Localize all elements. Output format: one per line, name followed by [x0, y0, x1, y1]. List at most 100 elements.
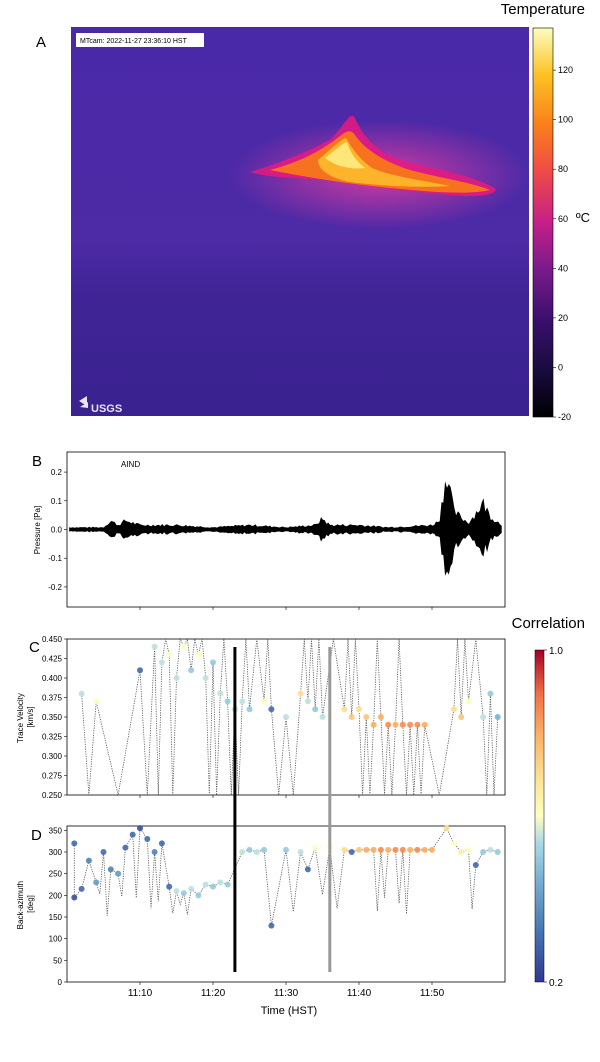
velocity-point: [78, 690, 85, 697]
camera-timestamp-label: MTcam: 2022-11-27 23:36:10 HST: [80, 38, 188, 45]
backazimuth-point: [348, 849, 355, 855]
velocity-point: [180, 643, 187, 650]
velocity-point: [224, 698, 231, 705]
velocity-point: [166, 651, 173, 658]
velocity-ytick-label: 0.350: [42, 713, 63, 722]
backazimuth-point: [137, 825, 143, 832]
backazimuth-point: [458, 849, 465, 855]
temperature-tick-label: 80: [558, 164, 568, 174]
velocity-point: [363, 714, 370, 720]
backazimuth-point: [217, 879, 224, 886]
backazimuth-point: [253, 849, 260, 855]
backazimuth-point: [414, 846, 421, 853]
panel-d-ylabel: Back-azimuth [deg]: [16, 879, 35, 930]
temperature-tick-label: -20: [558, 412, 571, 422]
velocity-point: [348, 714, 355, 720]
velocity-point: [414, 721, 421, 728]
velocity-point: [188, 667, 195, 674]
backazimuth-xtick-label: 11:30: [274, 988, 299, 999]
panel-c-letter: C: [29, 639, 40, 656]
back-azimuth-dotted-line: [73, 826, 498, 926]
backazimuth-point: [268, 922, 275, 929]
velocity-point: [202, 675, 209, 681]
panel-c-axes: 0.250 0.275 0.300 0.325 0.350 0.375 0.400 0.425…: [16, 635, 506, 800]
backazimuth-point: [202, 881, 209, 888]
pressure-ytick-label: -0.2: [48, 583, 62, 592]
velocity-point: [239, 698, 246, 705]
x-axis-label: Time (HST): [261, 1005, 317, 1017]
velocity-point: [297, 690, 304, 697]
backazimuth-point: [173, 888, 180, 894]
velocity-ytick-label: 0.375: [42, 694, 63, 703]
backazimuth-point: [239, 849, 246, 855]
backazimuth-ytick-label: 50: [53, 956, 62, 965]
velocity-ytick-label: 0.425: [42, 655, 63, 664]
velocity-point: [158, 659, 165, 666]
panel-c-ylabel: Trace Velocity [km/s]: [16, 691, 35, 743]
backazimuth-point: [399, 846, 406, 853]
backazimuth-point: [158, 840, 165, 847]
backazimuth-point: [450, 840, 457, 847]
velocity-point: [304, 698, 311, 705]
temperature-tick-label: 40: [558, 263, 568, 273]
backazimuth-point: [385, 846, 392, 853]
backazimuth-point: [494, 849, 501, 855]
backazimuth-point: [429, 846, 435, 853]
velocity-point: [487, 690, 494, 697]
panel-c-ylabel-line2: [km/s]: [26, 706, 35, 727]
velocity-point: [210, 659, 216, 666]
backazimuth-point: [472, 862, 479, 868]
backazimuth-point: [93, 879, 100, 886]
velocity-point: [137, 667, 143, 674]
backazimuth-point: [166, 883, 173, 890]
backazimuth-point: [297, 849, 304, 855]
velocity-point: [151, 643, 158, 650]
panel-b-axes: -0.2 -0.1 0.0 0.1 0.2 AIND Pressure [Pa]: [33, 451, 506, 610]
temperature-tick-label: 0: [558, 362, 563, 372]
velocity-ytick-label: 0.275: [42, 772, 63, 781]
backazimuth-point: [443, 825, 450, 832]
temperature-tick-label: 20: [558, 313, 568, 323]
velocity-point: [370, 721, 377, 728]
correlation-colorbar-title: Correlation: [512, 615, 585, 632]
backazimuth-point: [71, 894, 78, 901]
correlation-min-label: 0.2: [549, 978, 563, 989]
backazimuth-point: [356, 846, 362, 853]
velocity-point: [319, 714, 326, 720]
station-label: AIND: [121, 460, 140, 469]
velocity-point: [421, 721, 428, 728]
trace-velocity-dotted-line: [81, 637, 499, 796]
velocity-point: [283, 714, 289, 720]
backazimuth-point: [377, 846, 384, 853]
backazimuth-point: [107, 866, 114, 873]
velocity-point: [341, 706, 348, 713]
backazimuth-point: [261, 846, 268, 853]
panel-d-axes: 0 50 100 150 200 250 300 350 11:10 11:20 11:30 11:4…: [16, 825, 506, 1017]
pressure-waveform: [69, 481, 502, 576]
backazimuth-point: [100, 849, 107, 855]
velocity-point: [173, 675, 180, 681]
velocity-point: [217, 690, 224, 697]
velocity-ytick-label: 0.325: [42, 733, 63, 742]
temperature-colorbar: -20 0 20 40 60 80 100 120 Temperature ºC: [501, 1, 590, 422]
backazimuth-point: [283, 846, 289, 853]
backazimuth-point: [188, 885, 195, 892]
correlation-max-label: 1.0: [549, 646, 563, 657]
temperature-unit-label: ºC: [576, 210, 590, 225]
backazimuth-point: [151, 849, 158, 855]
usgs-logo: USGS: [79, 396, 122, 415]
velocity-point: [268, 706, 275, 713]
velocity-point: [480, 714, 487, 720]
backazimuth-point: [392, 846, 399, 853]
temperature-tick-label: 120: [558, 65, 573, 75]
usgs-logo-text: USGS: [91, 403, 122, 415]
backazimuth-point: [341, 846, 348, 853]
velocity-ytick-label: 0.450: [42, 635, 63, 644]
backazimuth-point: [465, 846, 472, 853]
velocity-point: [399, 721, 406, 728]
panel-c-ylabel-line1: Trace Velocity: [16, 693, 25, 743]
velocity-point: [450, 706, 457, 713]
velocity-point: [392, 721, 399, 728]
backazimuth-xtick-label: 11:10: [128, 988, 153, 999]
backazimuth-point: [122, 844, 129, 851]
